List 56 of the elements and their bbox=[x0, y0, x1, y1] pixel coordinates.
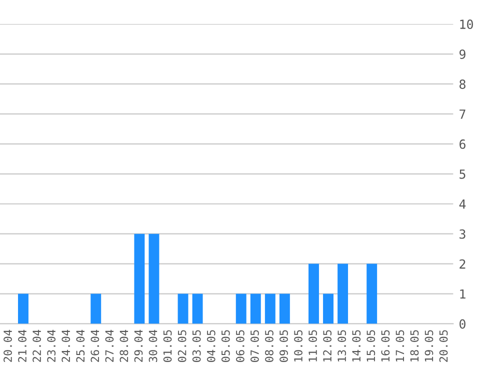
x-tick-label: 09.05 bbox=[280, 330, 288, 362]
bar bbox=[279, 294, 290, 324]
bar bbox=[18, 294, 28, 324]
x-tick-label: 17.05 bbox=[396, 330, 404, 362]
bar bbox=[250, 294, 261, 324]
x-tick-label: 07.05 bbox=[250, 330, 259, 362]
x-tick-label: 01.05 bbox=[163, 330, 172, 362]
x-tick-label: 16.05 bbox=[381, 330, 390, 362]
x-tick-label: 26.04 bbox=[90, 330, 100, 362]
x-tick-label: 29.04 bbox=[134, 330, 143, 362]
x-tick-label: 23.04 bbox=[47, 330, 56, 362]
bar bbox=[308, 264, 319, 324]
x-tick-label: 13.05 bbox=[338, 330, 346, 362]
x-tick-label: 21.04 bbox=[18, 330, 26, 362]
y-tick-label: 2 bbox=[460, 259, 466, 269]
x-tick-label: 03.05 bbox=[192, 330, 201, 362]
y-tick-label: 6 bbox=[460, 139, 466, 149]
bar bbox=[178, 294, 188, 324]
x-tick-label: 08.05 bbox=[265, 330, 274, 362]
y-tick-label: 10 bbox=[460, 20, 473, 30]
x-tick-label: 20.05 bbox=[439, 330, 448, 362]
y-tick-label: 0 bbox=[460, 319, 466, 329]
y-tick-label: 5 bbox=[460, 170, 466, 179]
x-tick-label: 12.05 bbox=[323, 330, 332, 362]
x-tick-label: 24.04 bbox=[62, 330, 70, 362]
bar bbox=[264, 294, 276, 324]
y-tick-label: 3 bbox=[460, 229, 466, 239]
x-tick-label: 10.05 bbox=[294, 330, 302, 362]
x-tick-label: 11.05 bbox=[308, 330, 317, 362]
x-tick-label: 06.05 bbox=[236, 330, 244, 362]
y-tick-label: 1 bbox=[460, 289, 466, 299]
x-tick-label: 30.04 bbox=[148, 330, 158, 362]
y-tick-label: 9 bbox=[460, 50, 466, 59]
bar bbox=[323, 294, 334, 324]
bar bbox=[148, 234, 160, 324]
y-tick-label: 8 bbox=[460, 79, 466, 89]
bar bbox=[366, 264, 378, 324]
x-tick-label: 28.04 bbox=[120, 330, 128, 362]
bar bbox=[134, 234, 145, 324]
x-tick-label: 18.05 bbox=[410, 330, 419, 362]
x-tick-label: 20.04 bbox=[4, 330, 12, 362]
bar bbox=[192, 294, 203, 324]
x-tick-label: 19.05 bbox=[424, 330, 434, 362]
x-tick-label: 15.05 bbox=[366, 330, 376, 362]
bar bbox=[236, 294, 246, 324]
x-tick-label: 04.05 bbox=[206, 330, 216, 362]
x-tick-label: 27.04 bbox=[105, 330, 114, 362]
y-tick-label: 7 bbox=[460, 110, 466, 119]
x-tick-label: 14.05 bbox=[352, 330, 361, 362]
y-tick-label: 4 bbox=[459, 200, 466, 209]
x-tick-label: 02.05 bbox=[178, 330, 186, 362]
x-tick-label: 25.04 bbox=[76, 330, 85, 362]
x-tick-label: 05.05 bbox=[221, 330, 230, 362]
bar bbox=[90, 294, 102, 324]
bar bbox=[338, 264, 348, 324]
x-tick-label: 22.04 bbox=[32, 330, 42, 362]
